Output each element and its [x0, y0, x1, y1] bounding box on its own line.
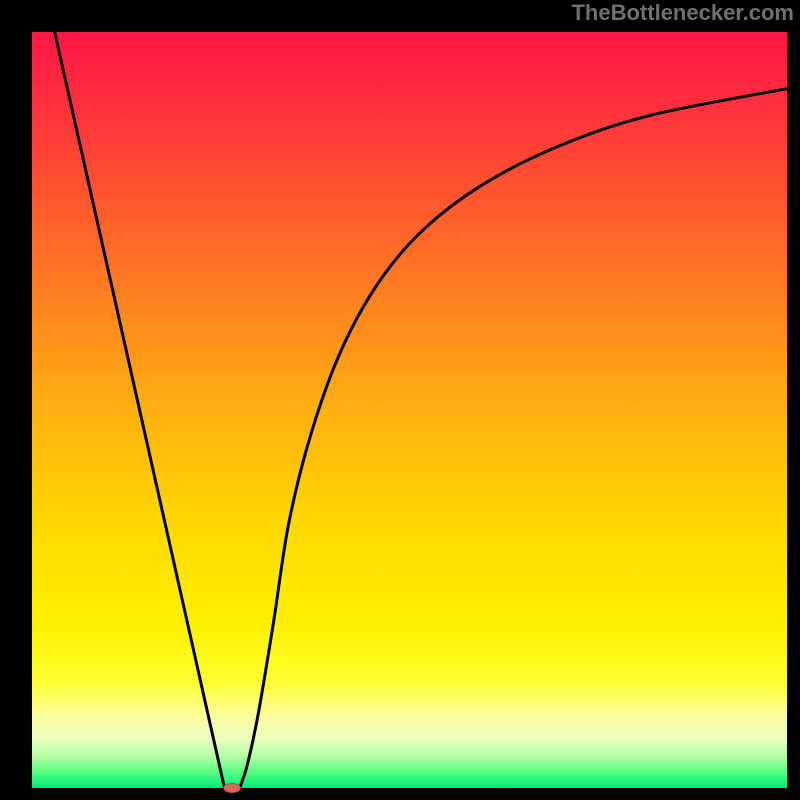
- minimum-marker: [224, 783, 241, 792]
- plot-area: [32, 32, 787, 788]
- watermark-text: TheBottlenecker.com: [571, 0, 794, 26]
- curve-layer: [32, 32, 787, 788]
- bottleneck-curve: [55, 32, 787, 788]
- chart-container: TheBottlenecker.com: [0, 0, 800, 800]
